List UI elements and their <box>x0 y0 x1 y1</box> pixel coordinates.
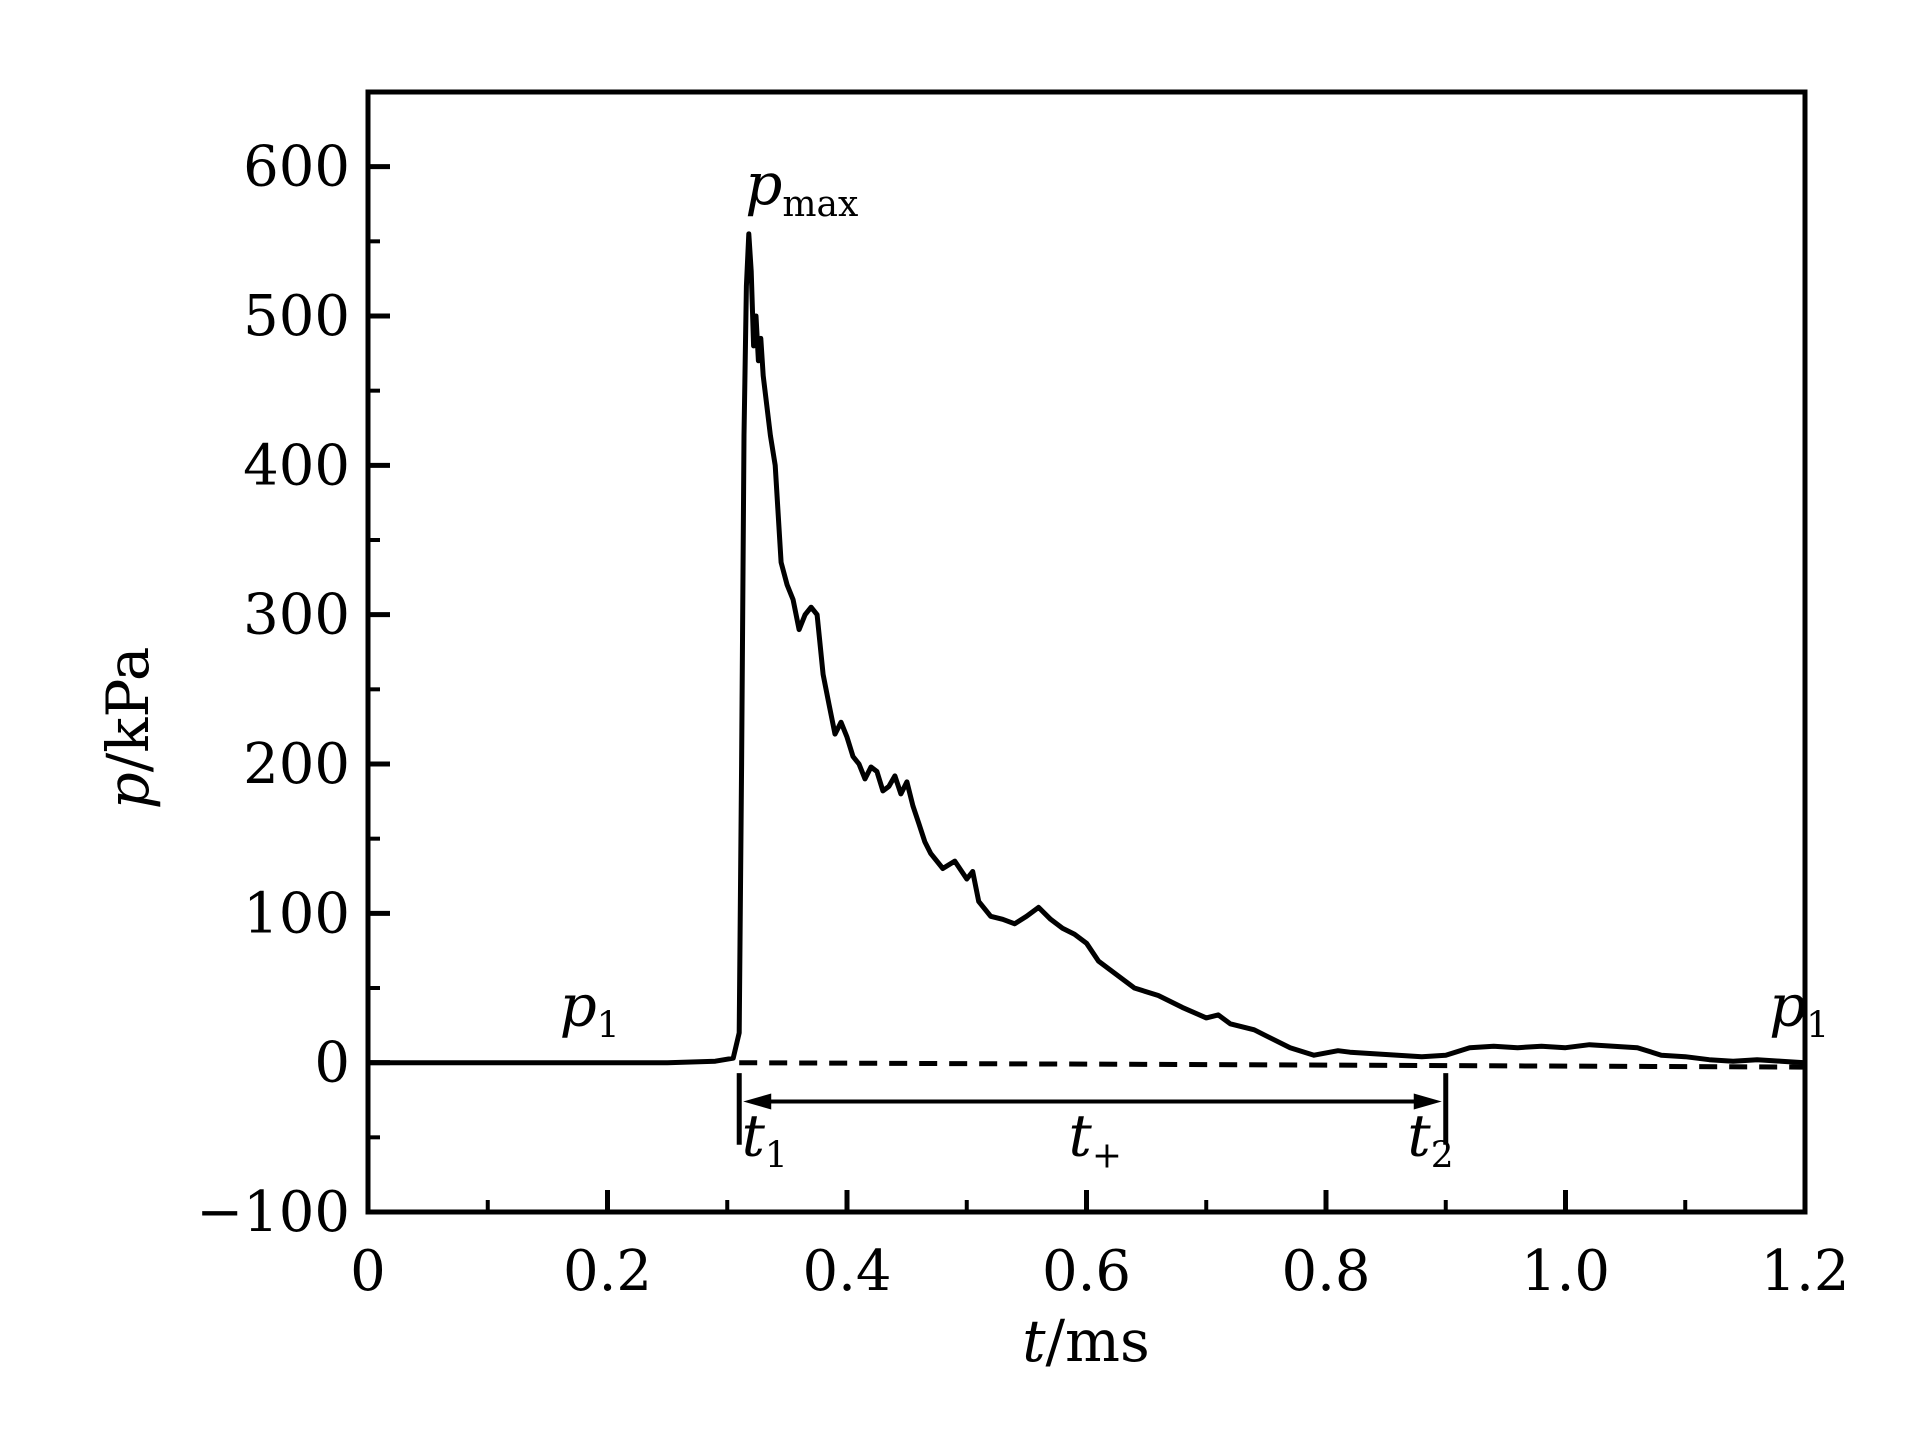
series-layer <box>368 231 1806 1070</box>
y-tick-label: 500 <box>243 284 350 349</box>
arrowhead-right <box>1413 1093 1442 1110</box>
x-tick-label: 0.8 <box>1281 1239 1370 1304</box>
y-tick-label: 600 <box>243 135 350 200</box>
p1-left-label: p1 <box>560 971 620 1046</box>
y-axis-title: p/kPa <box>94 647 162 810</box>
pressure-curve <box>368 231 1806 1066</box>
y-tick-label: −100 <box>196 1180 350 1245</box>
t1-label: t1 <box>742 1101 788 1176</box>
arrowhead-left <box>743 1093 772 1110</box>
x-tick-label: 1.0 <box>1521 1239 1610 1304</box>
y-tick-label: 300 <box>243 583 350 648</box>
annotations: pmax p1 p1 t1 t+ t2 <box>560 150 1830 1176</box>
x-tick-label: 0.4 <box>802 1239 891 1304</box>
interval-marker <box>736 1073 1449 1145</box>
t-plus-label: t+ <box>1069 1101 1122 1176</box>
y-tick-label: 0 <box>314 1031 350 1096</box>
x-axis-ticks: 0 0.2 0.4 0.6 0.8 1.0 1.2 <box>350 1190 1850 1304</box>
x-tick-label: 1.2 <box>1760 1239 1849 1304</box>
y-tick-label: 400 <box>243 433 350 498</box>
y-axis-ticks: −100 0 100 200 300 400 500 600 <box>196 90 390 1245</box>
p1-right-label: p1 <box>1769 971 1829 1046</box>
x-tick-label: 0.6 <box>1042 1239 1131 1304</box>
x-tick-label: 0.2 <box>563 1239 652 1304</box>
t2-label: t2 <box>1407 1101 1453 1176</box>
x-tick-label: 0 <box>350 1239 386 1304</box>
x-axis-title: t/ms <box>1022 1307 1150 1375</box>
pmax-label: pmax <box>745 150 858 225</box>
y-tick-label: 200 <box>243 732 350 797</box>
y-tick-label: 100 <box>243 881 350 946</box>
